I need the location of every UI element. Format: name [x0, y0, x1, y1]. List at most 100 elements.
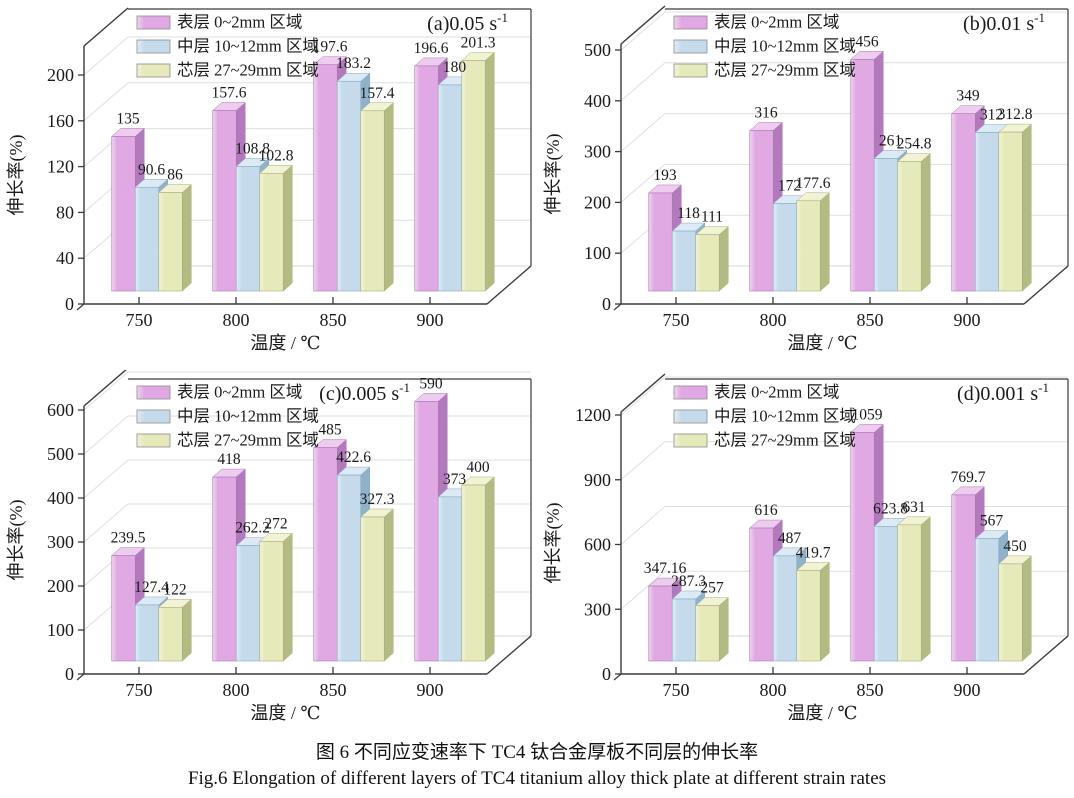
bar-750-s0	[111, 136, 136, 292]
bar-side	[485, 476, 495, 662]
gridline-wall	[620, 441, 666, 481]
gridline-wall	[620, 11, 666, 51]
bar-value-label: 118	[677, 205, 700, 222]
bar-side	[1022, 123, 1032, 292]
x-axis-title: 温度 / ℃	[787, 333, 857, 353]
bar-value-label: 90.6	[138, 161, 165, 178]
x-tick-label: 800	[223, 310, 250, 330]
bar-850-s1	[336, 80, 362, 292]
legend-swatch-0	[673, 385, 708, 400]
bar-value-label: 239.5	[111, 530, 146, 547]
bar-900-s1	[437, 84, 463, 292]
x-axis-title: 温度 / ℃	[250, 333, 320, 353]
bar-value-label: 127.4	[134, 579, 169, 596]
legend-label-2: 芯层 27~29mm 区域	[177, 431, 319, 450]
bar-850-s0	[313, 447, 338, 662]
y-tick-label: 80	[56, 202, 74, 222]
bars	[111, 392, 495, 662]
y-tick-label: 200	[584, 192, 611, 212]
x-tick-label: 800	[760, 680, 787, 700]
bar-value-label: 108.8	[235, 140, 270, 157]
bar-value-label: 347.16	[644, 560, 687, 577]
bar-side	[283, 532, 293, 662]
y-tick-label: 120	[47, 157, 74, 177]
x-tick-label: 900	[954, 680, 981, 700]
bar-850-s2	[360, 110, 385, 292]
legend-label-0: 表层 0~2mm 区域	[177, 13, 302, 32]
chart-panel-a: 135 90.6 86 157.6 108.8 102.8 197.6 183.2 157.4 1…	[0, 0, 537, 370]
legend-label-0: 表层 0~2mm 区域	[714, 383, 839, 402]
bar-value-label: 312	[980, 107, 1003, 124]
bar-850-s0	[313, 64, 338, 292]
bar-900-s0	[951, 494, 976, 662]
x-tick-label: 750	[663, 310, 690, 330]
bar-value-label: 183.2	[336, 55, 371, 72]
bar-side	[1022, 555, 1032, 662]
bottom-right-depth-line	[1023, 265, 1069, 305]
y-axis-title: 伸长率(%)	[6, 500, 27, 581]
caption-zh: 图 6 不同应变速率下 TC4 钛合金厚板不同层的伸长率	[315, 742, 759, 763]
panel-title: (d)0.001 s-1	[957, 380, 1049, 405]
y-axis-title: 伸长率(%)	[543, 503, 564, 584]
bar-value-label: 567	[980, 513, 1004, 530]
bar-800-s0	[749, 527, 774, 662]
y-tick-label: 900	[584, 470, 611, 490]
legend-swatch-0	[673, 15, 708, 30]
origin-depth-stub	[76, 673, 85, 681]
top-left-depth-line	[83, 7, 129, 47]
legend-swatch-2	[136, 433, 171, 448]
legend-label-1: 中层 10~12mm 区域	[714, 37, 856, 56]
legend-label-2: 芯层 27~29mm 区域	[714, 61, 856, 80]
gridline-wall	[83, 371, 129, 411]
bar-side	[719, 226, 729, 292]
axes: 0 100 200 300 400 500 600 750 800 850 900 温度 / ℃ 伸长率…	[6, 367, 532, 723]
bar-side	[719, 596, 729, 662]
bar-value-label: 616	[754, 502, 778, 519]
bar-value-label: 254.8	[897, 136, 932, 153]
gridline-wall	[620, 164, 666, 203]
bar-800-s0	[212, 476, 237, 662]
y-tick-label: 0	[602, 664, 611, 684]
bar-side	[820, 192, 830, 292]
top-left-depth-line	[83, 367, 129, 407]
gridline-wall	[83, 503, 129, 543]
y-tick-label: 300	[47, 532, 74, 552]
bars	[648, 50, 1032, 292]
y-tick-label: 200	[47, 65, 74, 85]
bar-750-s2	[158, 192, 183, 292]
bar-value-label: 422.6	[336, 449, 371, 466]
bar-value-label: 450	[1003, 538, 1027, 555]
top-left-depth-line	[620, 5, 666, 45]
legend-swatch-1	[136, 39, 171, 54]
bar-value-label: 623.8	[873, 500, 908, 517]
bar-side	[384, 508, 394, 662]
bar-value-label: 197.6	[313, 39, 348, 56]
bar-850-s1	[873, 526, 899, 662]
chart-panel-c: 239.5 127.4 122 418 262.2 272 485 422.6 327.3 590…	[0, 367, 537, 740]
bar-value-label: 312.8	[998, 106, 1033, 123]
bar-850-s0	[850, 432, 875, 662]
bar-800-s2	[259, 172, 284, 292]
bar-900-s0	[414, 401, 439, 662]
legend-swatch-1	[673, 39, 708, 54]
bar-750-s1	[671, 598, 697, 662]
axes: 0 300 600 900 1200 750 800 850 900 温度 / ℃ 伸长率(%)	[543, 373, 1069, 723]
legend-label-1: 中层 10~12mm 区域	[714, 407, 856, 426]
legend-label-0: 表层 0~2mm 区域	[177, 383, 302, 402]
legend-swatch-0	[136, 15, 171, 30]
bars	[111, 51, 495, 292]
y-axis-title: 伸长率(%)	[6, 135, 27, 216]
y-tick-label: 600	[584, 535, 611, 555]
legend-swatch-2	[673, 433, 708, 448]
bar-850-s2	[897, 161, 922, 292]
x-axis-title: 温度 / ℃	[787, 703, 857, 723]
x-tick-label: 900	[954, 310, 981, 330]
x-tick-label: 800	[223, 680, 250, 700]
